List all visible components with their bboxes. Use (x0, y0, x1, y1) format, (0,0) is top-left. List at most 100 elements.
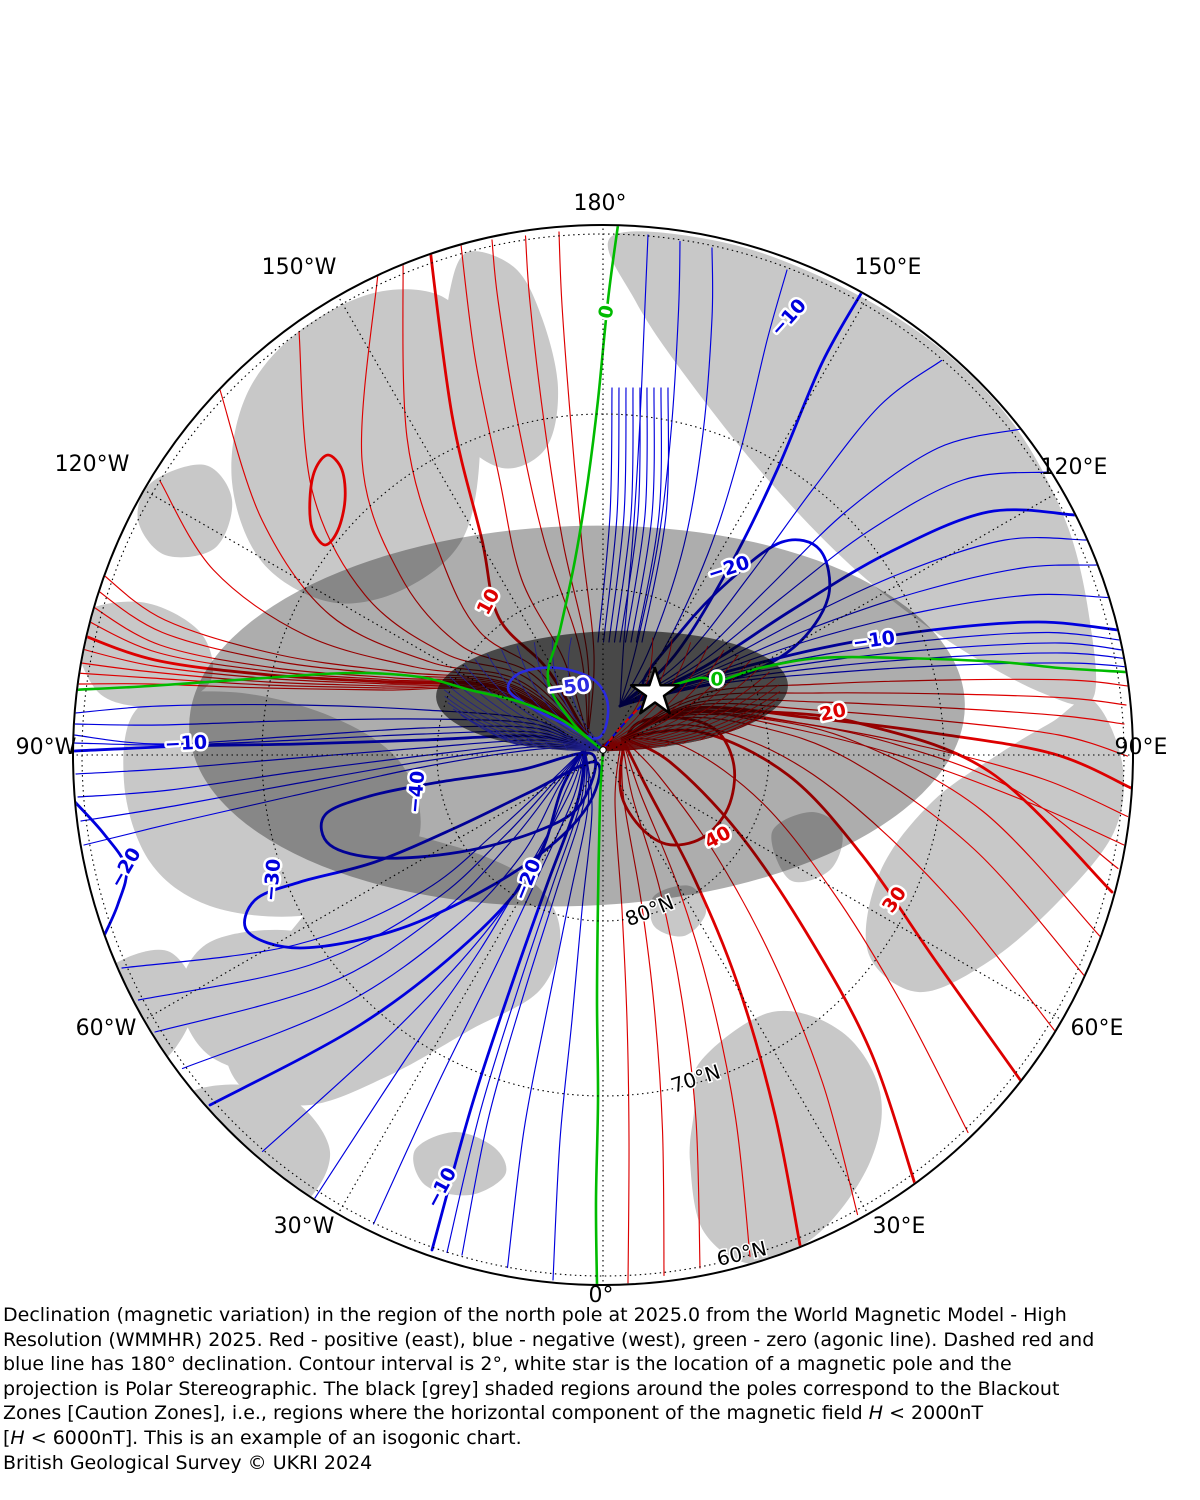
contour-line (461, 747, 587, 1256)
land-polygon (607, 231, 1097, 706)
contour-loop (308, 453, 347, 547)
graticule-labels: 180° 150°E 120°E 90°E 60°E 30°E 0° 30°W 60°W 90°W… (16, 191, 1168, 1308)
contour-loop (243, 760, 602, 950)
map-interior (74, 226, 1132, 1284)
contour-value-label: 0 (710, 669, 723, 691)
contour-line (621, 737, 969, 1134)
contour-value-label: −10 (164, 731, 207, 755)
contour-line (641, 387, 670, 643)
agonic-line (656, 655, 1127, 692)
contour-minus50-loop (506, 666, 610, 740)
land-polygon (649, 885, 707, 937)
blackout-zone (436, 630, 788, 752)
bundle-line (486, 653, 603, 747)
land-polygon (413, 1131, 507, 1196)
bundle-line (601, 665, 762, 747)
contour-line (137, 747, 586, 1001)
agonic-line (594, 751, 605, 1284)
bundle-line (474, 658, 603, 747)
longitude-label: 30°W (274, 1214, 335, 1239)
agonic-lines (74, 226, 1127, 1284)
bundle-line (563, 743, 603, 758)
caption-line: projection is Polar Stereographic. The b… (3, 1377, 1060, 1400)
bundle-line (447, 702, 603, 748)
contour-line (74, 800, 128, 938)
bundle-line (601, 677, 776, 747)
caption-line: Resolution (WMMHR) 2025. Red - positive … (3, 1328, 1095, 1351)
bundle-line (601, 697, 779, 747)
land-polygon (137, 464, 233, 558)
land-polygon (123, 691, 421, 917)
longitude-label: 90°E (1115, 735, 1168, 760)
contour-line (619, 387, 641, 643)
longitude-label: 180° (574, 191, 627, 216)
graticule (74, 226, 1132, 1284)
bundle-line (601, 654, 739, 747)
contour-line (80, 745, 586, 822)
longitude-label: 150°W (262, 255, 337, 280)
bundle-line (601, 684, 780, 747)
contour-line (621, 737, 751, 1258)
caption-line: [H < 6000nT]. This is an example of an i… (3, 1426, 522, 1449)
bundle-line (567, 637, 603, 747)
land-polygon (865, 698, 1124, 993)
caption-line: blue line has 180° declination. Contour … (3, 1353, 1012, 1376)
contour-line (314, 747, 586, 1199)
longitude-label: 60°W (76, 1016, 137, 1041)
geographic-pole-marker (599, 746, 607, 754)
bundle-line (449, 676, 603, 747)
caption-line: British Geological Survey © UKRI 2024 (3, 1451, 373, 1474)
land-polygon (231, 289, 481, 604)
contour-line (83, 747, 586, 846)
contour-line (624, 387, 648, 643)
bundle-line (444, 695, 603, 747)
contour-value-label: −40 (404, 770, 430, 814)
contour-line (614, 737, 630, 1284)
bundle-line (452, 708, 603, 749)
longitude-label: 120°E (1041, 455, 1108, 480)
map-border (72, 224, 1134, 1286)
bundle-line (601, 649, 725, 747)
land-polygon (771, 812, 843, 883)
contour-line (621, 737, 701, 1269)
bundle-line (464, 664, 603, 747)
contour-loop (319, 751, 598, 860)
bundle-line (455, 670, 603, 747)
contour-line (620, 736, 917, 1186)
contour-line (181, 747, 586, 1070)
caption-line: Declination (magnetic variation) in the … (3, 1304, 1067, 1326)
contour-line (621, 737, 859, 1216)
agonic-line (546, 226, 620, 749)
bundle-line (443, 689, 603, 747)
agonic-line (74, 671, 601, 750)
contour-line (446, 747, 586, 1254)
contour-line (608, 387, 627, 643)
bundle-line (460, 714, 603, 750)
contour-line (552, 747, 593, 1281)
land-polygon (180, 929, 375, 1077)
contour-line (430, 746, 587, 1252)
contour-line (613, 387, 634, 643)
contour-line (261, 747, 586, 1153)
bundle-line (445, 682, 603, 747)
caption-line: Zones [Caution Zones], i.e., regions whe… (3, 1402, 984, 1425)
contour-line (635, 387, 662, 643)
longitude-label: 90°W (16, 735, 77, 760)
contour-line (597, 387, 613, 643)
longitude-label: 120°W (55, 452, 130, 477)
longitude-label: 150°E (855, 255, 922, 280)
figure-caption: Declination (magnetic variation) in the … (3, 1303, 1197, 1475)
bundle-line (601, 671, 770, 747)
longitude-label: 30°E (873, 1214, 926, 1239)
contour-line (630, 387, 655, 643)
contour-line (372, 747, 586, 1225)
contour-line (620, 736, 802, 1247)
longitude-label: 60°E (1071, 1016, 1124, 1041)
contour-value-label: −30 (260, 858, 286, 902)
contour-line (602, 387, 620, 643)
bundle-line (601, 704, 775, 748)
contour-line (208, 746, 587, 1107)
